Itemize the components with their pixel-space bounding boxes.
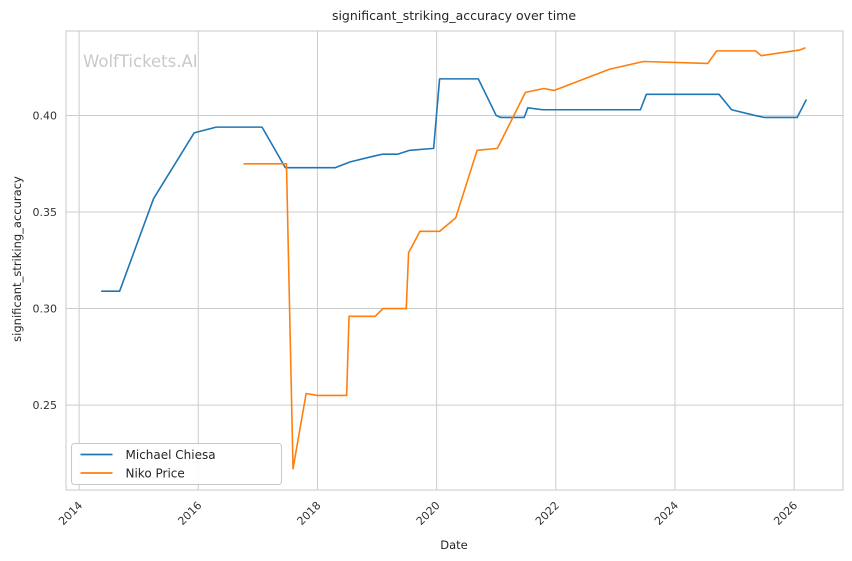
- y-tick-label: 0.25: [33, 399, 58, 412]
- x-tick-label: 2022: [533, 499, 562, 528]
- chart-title: significant_striking_accuracy over time: [332, 8, 576, 23]
- series-line-niko-price: [243, 47, 806, 470]
- x-axis-label: Date: [440, 538, 468, 552]
- x-tick-labels: 2014 2016 2018 2020 2022 2024 2026: [56, 499, 800, 528]
- x-tick-label: 2020: [414, 499, 443, 528]
- legend-box: [71, 443, 282, 485]
- y-axis-label: significant_striking_accuracy: [10, 176, 24, 342]
- y-tick-label: 0.35: [33, 206, 58, 219]
- y-tick-label: 0.30: [33, 303, 58, 316]
- y-tick-labels: 0.25 0.30 0.35 0.40: [33, 110, 58, 413]
- legend: Michael Chiesa Niko Price: [71, 443, 282, 485]
- series-line-michael-chiesa: [100, 78, 807, 292]
- legend-label: Michael Chiesa: [126, 448, 216, 462]
- x-tick-label: 2026: [771, 499, 800, 528]
- legend-label: Niko Price: [126, 467, 185, 481]
- x-tick-label: 2018: [295, 499, 324, 528]
- grid: [66, 31, 843, 490]
- x-tick-label: 2016: [175, 499, 204, 528]
- x-tick-label: 2014: [56, 499, 85, 528]
- x-tick-label: 2024: [652, 499, 681, 528]
- y-tick-label: 0.40: [33, 110, 58, 123]
- watermark: WolfTickets.AI: [83, 52, 198, 71]
- series-group: [100, 47, 807, 470]
- plot-border: [65, 30, 844, 491]
